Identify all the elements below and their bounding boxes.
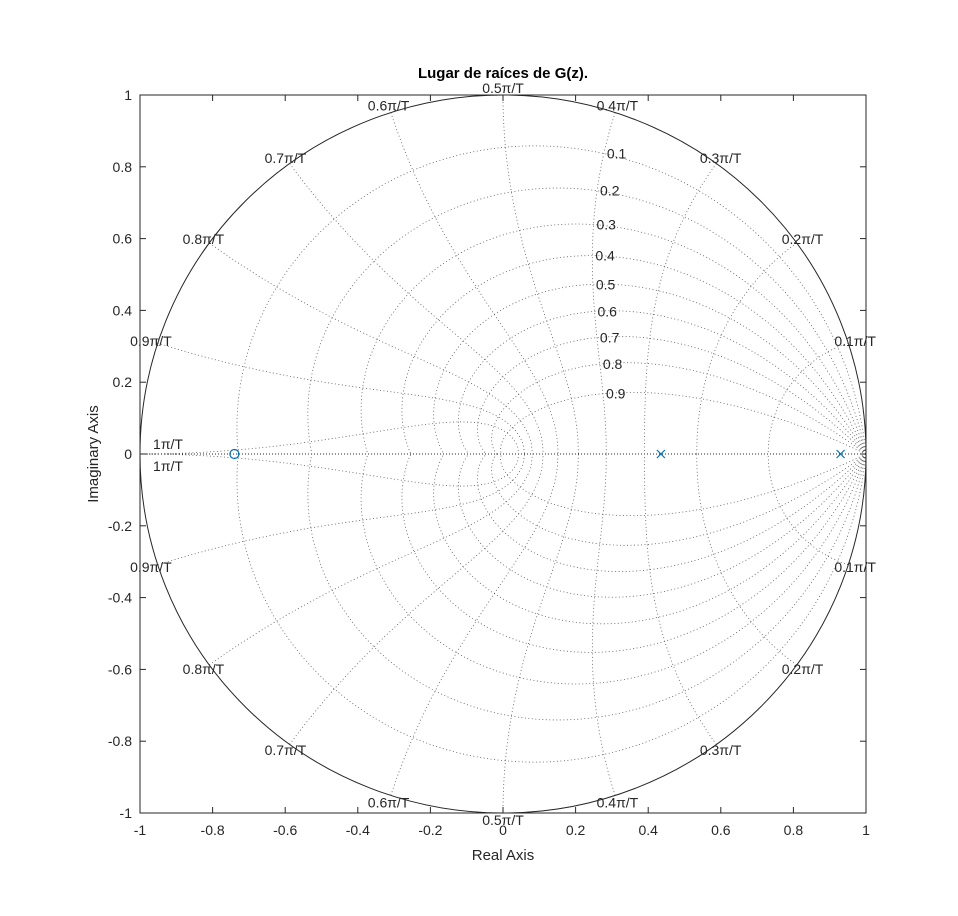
y-tick-label: 0.2 bbox=[113, 374, 133, 390]
y-ticks: 1 0.8 0.6 0.4 0.2 0 -0.2 -0.4 -0.6 -0.8 -1 bbox=[108, 87, 866, 821]
wn-label-upper: 0.4π/T bbox=[597, 98, 639, 114]
wn-label-lower: 1π/T bbox=[153, 458, 183, 474]
zeta-label: 0.8 bbox=[603, 356, 623, 372]
x-tick-label: 1 bbox=[862, 822, 870, 838]
pole-marker bbox=[656, 449, 666, 459]
wn-curve-lower bbox=[390, 453, 559, 796]
zeta-curve-lower bbox=[307, 453, 867, 721]
wn-label-upper: 0.5π/T bbox=[482, 80, 524, 96]
zeta-label: 0.7 bbox=[600, 330, 620, 346]
wn-label-lower: 0.7π/T bbox=[265, 742, 307, 758]
zeta-curve-upper bbox=[401, 255, 867, 455]
x-tick-label: 0.6 bbox=[711, 822, 731, 838]
wn-label-lower: 0.6π/T bbox=[368, 794, 410, 810]
y-tick-label: 0 bbox=[124, 446, 132, 462]
wn-label-lower: 0.5π/T bbox=[482, 812, 524, 828]
y-tick-label: -0.4 bbox=[108, 590, 132, 606]
wn-label-lower: 0.9π/T bbox=[130, 559, 172, 575]
wn-curve-upper bbox=[644, 163, 717, 455]
y-tick-label: 1 bbox=[124, 87, 132, 103]
y-tick-label: -0.6 bbox=[108, 661, 132, 677]
zeta-label: 0.9 bbox=[606, 386, 626, 402]
zero-marker bbox=[229, 448, 240, 460]
x-tick-label: -0.6 bbox=[273, 822, 297, 838]
zeta-label: 0.3 bbox=[597, 217, 617, 233]
x-tick-label: -0.2 bbox=[418, 822, 442, 838]
x-tick-label: 0 bbox=[499, 822, 507, 838]
zeta-curve-lower bbox=[360, 453, 867, 685]
pole-marker bbox=[836, 449, 846, 459]
y-tick-label: -1 bbox=[120, 805, 133, 821]
zgrid bbox=[139, 94, 867, 814]
zeta-curve-lower bbox=[457, 453, 867, 598]
wn-label-upper: 0.3π/T bbox=[700, 150, 742, 166]
wn-label-lower: 0.2π/T bbox=[782, 661, 824, 677]
wn-curve-lower bbox=[644, 453, 717, 745]
zgrid-labels: 0.1π/T 0.1π/T 0.2π/T 0.2π/T 0.3π/T 0.3π/T 0.4π… bbox=[130, 80, 876, 828]
y-tick-label: 0.8 bbox=[113, 159, 133, 175]
x-tick-label: -0.8 bbox=[201, 822, 225, 838]
wn-label-upper: 0.9π/T bbox=[130, 333, 172, 349]
zeta-curve-upper bbox=[360, 223, 867, 455]
wn-label-upper: 0.7π/T bbox=[265, 150, 307, 166]
y-axis-label: Imaginary Axis bbox=[85, 405, 102, 503]
y-tick-label: 0.4 bbox=[113, 302, 133, 318]
zeta-label: 0.5 bbox=[596, 276, 616, 292]
chart-title: Lugar de raíces de G(z). bbox=[418, 65, 588, 82]
zeta-curve-lower bbox=[491, 453, 867, 546]
zeta-curve-lower bbox=[433, 453, 867, 625]
zeta-label: 0.6 bbox=[598, 303, 618, 319]
x-tick-label: 0.8 bbox=[784, 822, 804, 838]
zeta-curve-upper bbox=[491, 362, 867, 455]
wn-label-lower: 0.8π/T bbox=[183, 661, 225, 677]
x-tick-label: -1 bbox=[134, 822, 147, 838]
wn-label-lower: 0.3π/T bbox=[700, 742, 742, 758]
x-tick-label: -0.4 bbox=[346, 822, 370, 838]
zeta-label: 0.2 bbox=[600, 183, 620, 199]
zeta-curve-upper bbox=[477, 336, 867, 455]
x-axis-label: Real Axis bbox=[472, 847, 535, 864]
y-tick-label: -0.8 bbox=[108, 733, 132, 749]
wn-curve-lower bbox=[157, 453, 525, 566]
zeta-curve-upper bbox=[307, 187, 867, 455]
wn-curve-upper bbox=[390, 112, 559, 455]
y-tick-label: -0.2 bbox=[108, 518, 132, 534]
wn-label-lower: 0.4π/T bbox=[597, 794, 639, 810]
wn-curve-upper bbox=[139, 421, 520, 455]
zeta-curve-lower bbox=[401, 453, 867, 653]
zeta-curve-lower bbox=[500, 453, 867, 517]
wn-curve-lower bbox=[139, 453, 520, 487]
pole-zero-markers bbox=[229, 448, 846, 460]
zeta-curve-upper bbox=[500, 391, 867, 455]
wn-curve-upper bbox=[157, 342, 525, 455]
wn-label-upper: 0.8π/T bbox=[183, 231, 225, 247]
x-tick-label: 0.4 bbox=[638, 822, 658, 838]
zeta-label: 0.4 bbox=[595, 248, 615, 264]
zeta-curve-upper bbox=[433, 283, 867, 455]
wn-curve-lower bbox=[289, 453, 544, 745]
y-tick-label: 0.6 bbox=[113, 231, 133, 247]
wn-curve-upper bbox=[289, 163, 544, 455]
wn-label-lower: 0.1π/T bbox=[834, 559, 876, 575]
zeta-curve-lower bbox=[477, 453, 867, 572]
wn-label-upper: 0.1π/T bbox=[834, 333, 876, 349]
zeta-label: 0.1 bbox=[607, 146, 627, 162]
x-tick-label: 0.2 bbox=[566, 822, 586, 838]
zeta-curve-upper bbox=[457, 310, 867, 455]
wn-label-upper: 0.2π/T bbox=[782, 231, 824, 247]
wn-label-upper: 0.6π/T bbox=[368, 98, 410, 114]
wn-label-upper: 1π/T bbox=[153, 436, 183, 452]
x-ticks: -1 -0.8 -0.6 -0.4 -0.2 0 0.2 0.4 0.6 0.8 1 bbox=[134, 95, 870, 838]
